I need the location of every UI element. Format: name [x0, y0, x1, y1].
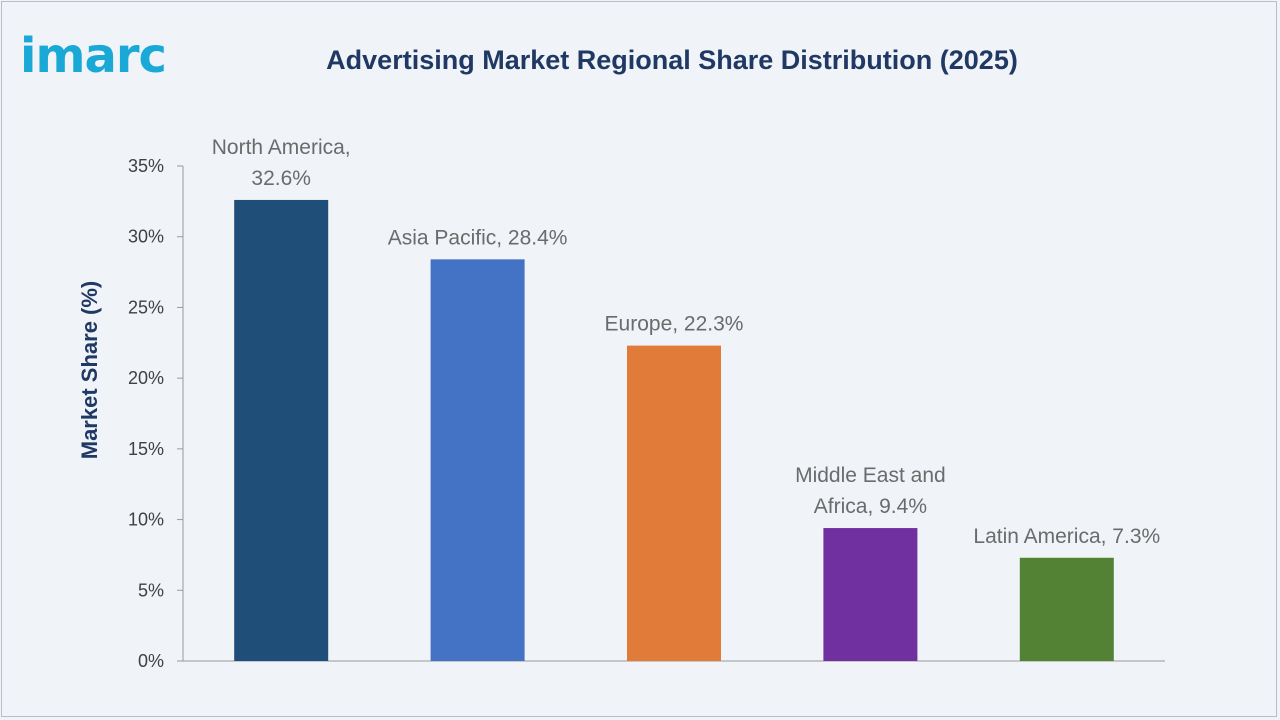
y-tick-label: 5%	[138, 580, 164, 600]
y-tick-label: 35%	[128, 156, 164, 176]
data-label: Latin America, 7.3%	[973, 525, 1160, 548]
data-label: Africa, 9.4%	[814, 495, 927, 518]
bar-latin-america	[1019, 557, 1114, 661]
y-tick-label: 0%	[138, 651, 164, 671]
y-tick-label: 30%	[128, 227, 164, 247]
y-tick-label: 10%	[128, 510, 164, 530]
data-label: Asia Pacific, 28.4%	[388, 226, 568, 249]
bars	[234, 199, 1114, 661]
chart-title: Advertising Market Regional Share Distri…	[326, 45, 1018, 75]
bar-asia-pacific	[430, 259, 525, 661]
data-label: North America,	[212, 136, 351, 159]
y-tick-label: 20%	[128, 368, 164, 388]
bar-north-america	[234, 199, 329, 661]
data-label: 32.6%	[251, 167, 311, 190]
bar-europe	[627, 345, 721, 661]
data-labels: North America, 32.6% Asia Pacific, 28.4% Eu…	[212, 136, 1160, 548]
y-axis-title: Market Share (%)	[77, 281, 102, 460]
bar-middle-east-and-africa	[823, 528, 918, 661]
y-tick-label: 25%	[128, 297, 164, 317]
data-label: Middle East and	[795, 464, 946, 487]
y-tick-label: 15%	[128, 439, 164, 459]
data-label: Europe, 22.3%	[605, 313, 744, 336]
imarc-logo: imarc	[20, 28, 167, 84]
y-axis: 0% 5% 10% 15% 20% 25% 30% 35%	[128, 156, 184, 671]
